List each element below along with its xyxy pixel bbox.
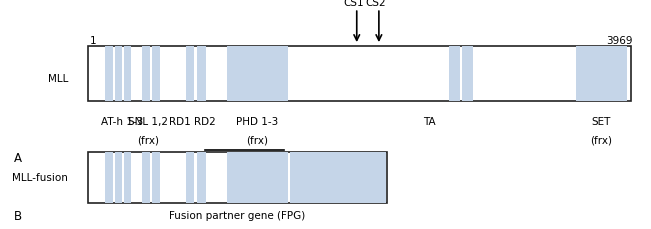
Bar <box>152 47 160 102</box>
Bar <box>152 152 160 203</box>
Bar <box>227 47 288 102</box>
Bar <box>124 47 131 102</box>
Text: PHD 1-3: PHD 1-3 <box>236 117 278 127</box>
Bar <box>290 152 386 203</box>
Text: BCR: BCR <box>234 165 256 175</box>
Bar <box>186 152 194 203</box>
Bar <box>88 152 387 203</box>
Text: SNL 1,2: SNL 1,2 <box>128 117 169 127</box>
Text: 1: 1 <box>90 36 96 46</box>
Text: 3969: 3969 <box>606 36 633 46</box>
Bar <box>142 47 150 102</box>
Bar <box>449 47 460 102</box>
Bar <box>462 47 473 102</box>
Bar <box>197 152 206 203</box>
Text: SET: SET <box>592 117 611 127</box>
Bar <box>105 152 113 203</box>
Text: MLL-fusion: MLL-fusion <box>12 172 68 183</box>
Bar <box>197 47 206 102</box>
Bar <box>115 152 122 203</box>
Bar <box>142 152 150 203</box>
Text: MLL: MLL <box>48 74 68 84</box>
Bar <box>88 47 631 102</box>
Text: TA: TA <box>423 117 436 127</box>
Bar <box>115 47 122 102</box>
Text: A: A <box>14 152 22 164</box>
Text: CS2: CS2 <box>365 0 386 8</box>
Text: (frx): (frx) <box>246 135 268 145</box>
Text: (frx): (frx) <box>137 135 159 145</box>
Text: (frx): (frx) <box>590 135 613 145</box>
Bar <box>105 47 113 102</box>
Text: CS1: CS1 <box>343 0 364 8</box>
Bar <box>186 47 194 102</box>
Text: AT-h 1-3: AT-h 1-3 <box>102 117 143 127</box>
Text: B: B <box>14 209 22 222</box>
Bar <box>124 152 131 203</box>
Text: RD1 RD2: RD1 RD2 <box>169 117 215 127</box>
Bar <box>227 152 288 203</box>
Text: Fusion partner gene (FPG): Fusion partner gene (FPG) <box>169 210 306 220</box>
Bar <box>576 47 627 102</box>
